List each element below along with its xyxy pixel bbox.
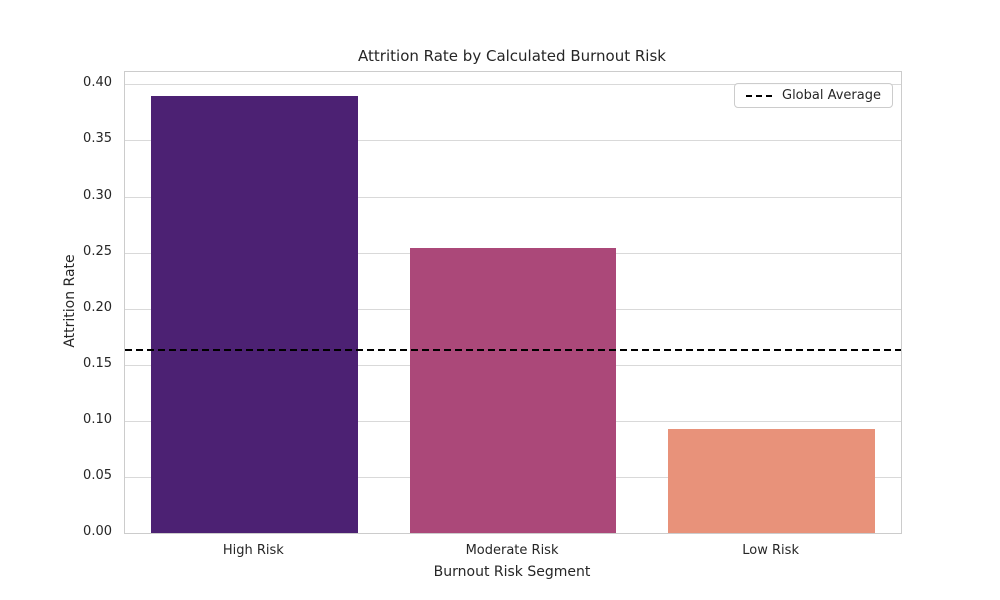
bar-low-risk (668, 428, 876, 533)
x-tick-label: Moderate Risk (465, 543, 559, 558)
y-tick-label: 0.40 (83, 75, 112, 91)
chart-title: Attrition Rate by Calculated Burnout Ris… (358, 47, 666, 65)
gridline (125, 196, 901, 198)
y-tick-label: 0.35 (83, 131, 112, 147)
y-tick-label: 0.30 (83, 187, 112, 203)
x-tick-label: Low Risk (742, 543, 799, 558)
gridline (125, 140, 901, 142)
y-tick-label: 0.25 (83, 243, 112, 259)
y-tick-label: 0.15 (83, 355, 112, 371)
y-tick-label: 0.10 (83, 411, 112, 427)
legend: Global Average (734, 83, 893, 108)
x-tick-label: High Risk (222, 543, 284, 558)
y-tick-label: 0.20 (83, 299, 112, 315)
x-axis-label: Burnout Risk Segment (433, 564, 591, 580)
gridline (125, 84, 901, 86)
plot-area: Global Average (124, 71, 902, 534)
bar-moderate-risk (409, 248, 617, 533)
global-average-line (125, 349, 901, 352)
dashed-line-icon (746, 94, 773, 97)
y-tick-label: 0.05 (83, 467, 112, 483)
y-tick-label: 0.00 (83, 524, 112, 539)
legend-label: Global Average (782, 88, 881, 103)
bar-high-risk (150, 95, 358, 533)
